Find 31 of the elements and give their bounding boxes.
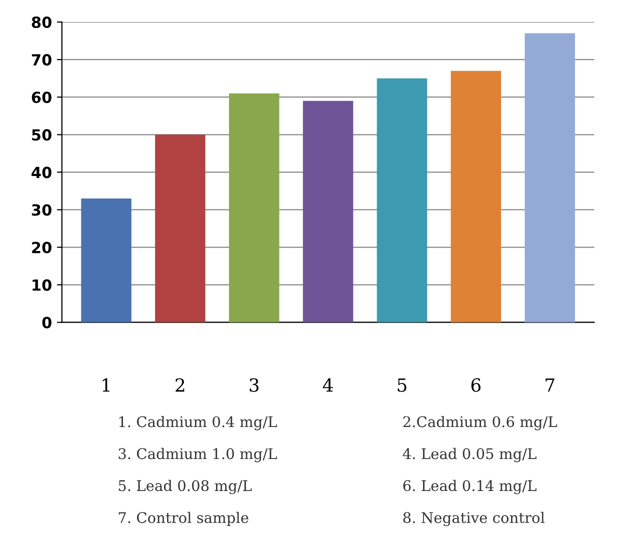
text: 2.Cadmium 0.6 mg/L (403, 416, 558, 430)
bar (302, 100, 354, 322)
y-tick-label: 30 (32, 204, 52, 216)
x-tick-label: 1 (102, 378, 110, 392)
y-tick-label: 80 (32, 16, 52, 28)
text: 5. Lead 0.08 mg/L (118, 480, 252, 494)
bar (228, 93, 280, 322)
bar (81, 198, 132, 322)
text: 4. Lead 0.05 mg/L (402, 448, 536, 462)
x-tick-label: 6 (471, 378, 481, 392)
y-tick-label: 20 (32, 242, 52, 254)
x-tick-label: 4 (322, 378, 333, 392)
x-tick-label: 5 (398, 378, 406, 392)
y-tick-label: 60 (32, 92, 52, 104)
bar (155, 134, 206, 322)
y-tick-label: 0 (42, 316, 52, 328)
y-tick-label: 50 (32, 129, 52, 141)
bar (376, 78, 428, 322)
bar (524, 33, 576, 322)
x-tick-label: 7 (546, 378, 554, 392)
y-tick-label: 10 (32, 279, 52, 291)
text: 6. Lead 0.14 mg/L (403, 480, 536, 494)
bar (450, 70, 502, 322)
text: 1. Cadmium 0.4 mg/L (119, 416, 277, 430)
text: 8. Negative control (403, 512, 545, 526)
text: 7. Control sample (118, 512, 248, 526)
y-tick-label: 40 (32, 166, 52, 178)
text: 3. Cadmium 1.0 mg/L (118, 448, 277, 462)
x-tick-label: 3 (250, 378, 259, 392)
x-tick-label: 2 (176, 378, 184, 392)
y-tick-label: 70 (32, 54, 52, 66)
